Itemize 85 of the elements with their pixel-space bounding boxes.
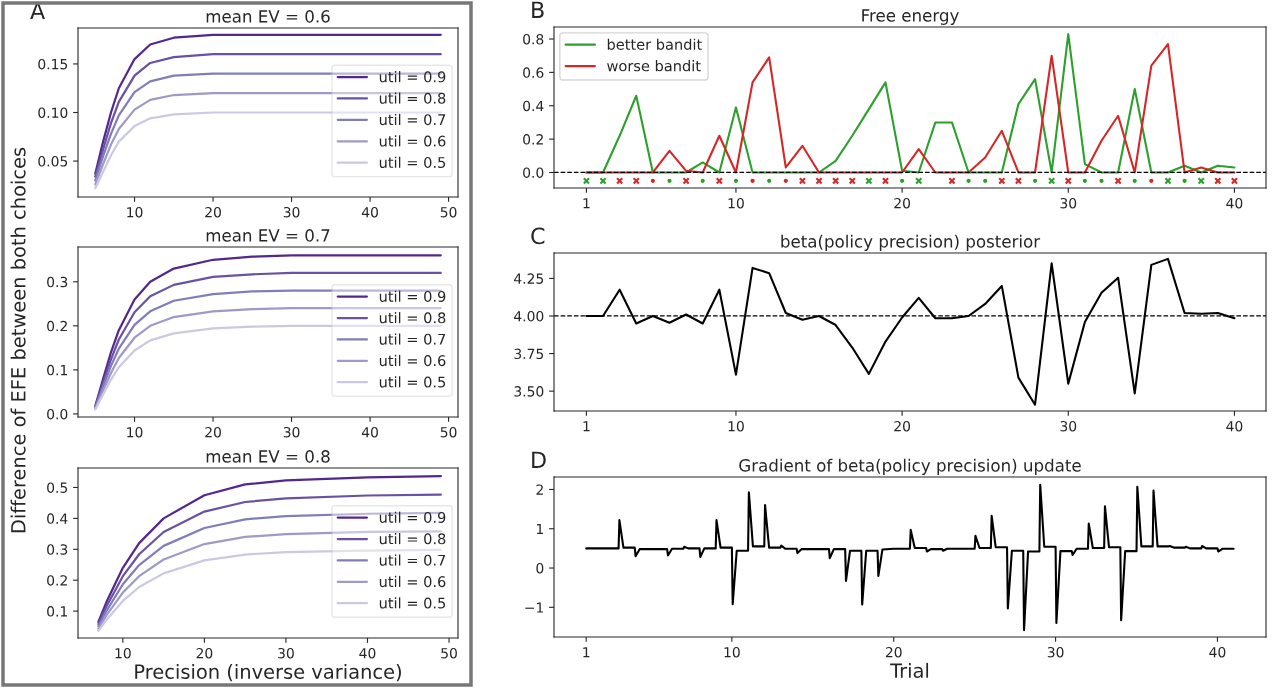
x-tick-label: 1 [583, 647, 590, 658]
y-tick-label: 0.0 [523, 167, 544, 178]
y-tick-label: 0.8 [523, 33, 544, 45]
y-tick-label: 0.4 [523, 100, 544, 112]
y-tick-label: 0.05 [38, 156, 68, 167]
legend-label: util = 0.7 [379, 333, 446, 345]
x-axis-title: Precision (inverse variance) [135, 663, 401, 682]
y-tick-label: 0 [536, 562, 544, 574]
x-tick-label: 20 [894, 197, 911, 209]
text: A [30, 2, 46, 19]
x-tick-label: 30 [1060, 197, 1077, 209]
legend-label: util = 0.5 [379, 597, 446, 609]
legend-label: util = 0.9 [379, 71, 446, 83]
x-tick-label: 10 [127, 206, 143, 218]
x-tick-label: 20 [205, 426, 221, 438]
x-tick-label: 30 [283, 426, 300, 438]
y-tick-label: 0.0 [47, 408, 68, 420]
x-tick-label: 40 [1209, 646, 1226, 658]
y-tick-label: 0.2 [47, 320, 67, 332]
x-tick-label: 10 [724, 646, 740, 658]
legend-label: util = 0.9 [379, 290, 446, 302]
legend-label: util = 0.6 [379, 575, 446, 588]
chart-title: beta(policy precision) posterior [781, 234, 1041, 251]
y-tick-label: 2 [536, 484, 543, 495]
x-tick-label: 10 [115, 647, 131, 659]
x-tick-label: 50 [441, 647, 457, 659]
legend-label: util = 0.8 [379, 533, 446, 545]
legend-label: worse bandit [607, 60, 701, 72]
legend-label: util = 0.7 [379, 554, 446, 566]
y-tick-label: 0.3 [47, 276, 68, 288]
y-tick-label: 3.50 [514, 386, 544, 397]
x-tick-label: 20 [196, 647, 213, 659]
x-tick-label: 1 [583, 421, 590, 432]
legend-label: util = 0.7 [379, 113, 446, 126]
x-tick-label: 30 [1060, 420, 1077, 432]
chart-title: mean EV = 0.7 [206, 229, 330, 242]
x-tick-label: 10 [728, 197, 744, 209]
y-tick-label: 0.4 [47, 513, 68, 524]
y-tick-label: 0.2 [523, 134, 543, 145]
y-tick-label: 0.3 [47, 544, 68, 555]
x-tick-label: 30 [1047, 646, 1064, 658]
y-tick-label: −1 [525, 602, 543, 613]
chart-title: Free energy [862, 9, 959, 25]
y-tick-label: 4.00 [514, 310, 544, 322]
legend-label: better bandit [607, 38, 702, 50]
y-axis-title: Difference of EFE between both choices [10, 147, 26, 533]
y-tick-label: 0.15 [38, 58, 68, 70]
x-tick-label: 40 [1226, 420, 1243, 432]
x-tick-label: 20 [885, 646, 902, 658]
legend-label: util = 0.6 [379, 135, 446, 147]
x-tick-label: 10 [127, 426, 143, 438]
x-tick-label: 50 [440, 206, 457, 218]
x-tick-label: 30 [283, 206, 300, 218]
chart-title: Gradient of beta(policy precision) update [739, 458, 1081, 475]
y-tick-label: 3.75 [514, 348, 544, 360]
legend-label: util = 0.5 [379, 156, 446, 168]
x-tick-label: 50 [440, 426, 457, 438]
y-tick-label: 0.5 [47, 482, 68, 493]
legend-label: util = 0.5 [379, 376, 446, 388]
y-tick-label: 4.25 [514, 273, 544, 284]
x-axis-title: Trial [890, 662, 929, 678]
x-tick-label: 20 [894, 420, 911, 432]
y-tick-label: 0.6 [523, 67, 544, 78]
y-tick-label: 0.2 [47, 575, 67, 586]
chart-title: mean EV = 0.6 [206, 10, 330, 23]
chart-title: mean EV = 0.8 [206, 450, 330, 463]
text: D [532, 451, 546, 468]
y-tick-label: 1 [536, 523, 543, 535]
text: B [532, 1, 544, 18]
y-tick-label: 0.10 [38, 107, 68, 118]
x-tick-label: 10 [728, 420, 744, 432]
legend-label: util = 0.6 [379, 354, 446, 367]
x-tick-label: 1 [583, 198, 590, 209]
x-tick-label: 20 [205, 206, 221, 218]
x-tick-label: 40 [361, 206, 378, 218]
x-tick-label: 30 [278, 647, 294, 659]
x-tick-label: 40 [359, 647, 376, 659]
legend-label: util = 0.8 [379, 312, 446, 324]
legend-label: util = 0.9 [379, 511, 446, 523]
y-tick-label: 0.1 [47, 606, 67, 617]
x-tick-label: 40 [361, 426, 378, 438]
x-tick-label: 40 [1226, 197, 1243, 209]
y-tick-label: 0.1 [47, 364, 67, 376]
text: C [531, 227, 545, 245]
legend-label: util = 0.8 [379, 92, 446, 104]
